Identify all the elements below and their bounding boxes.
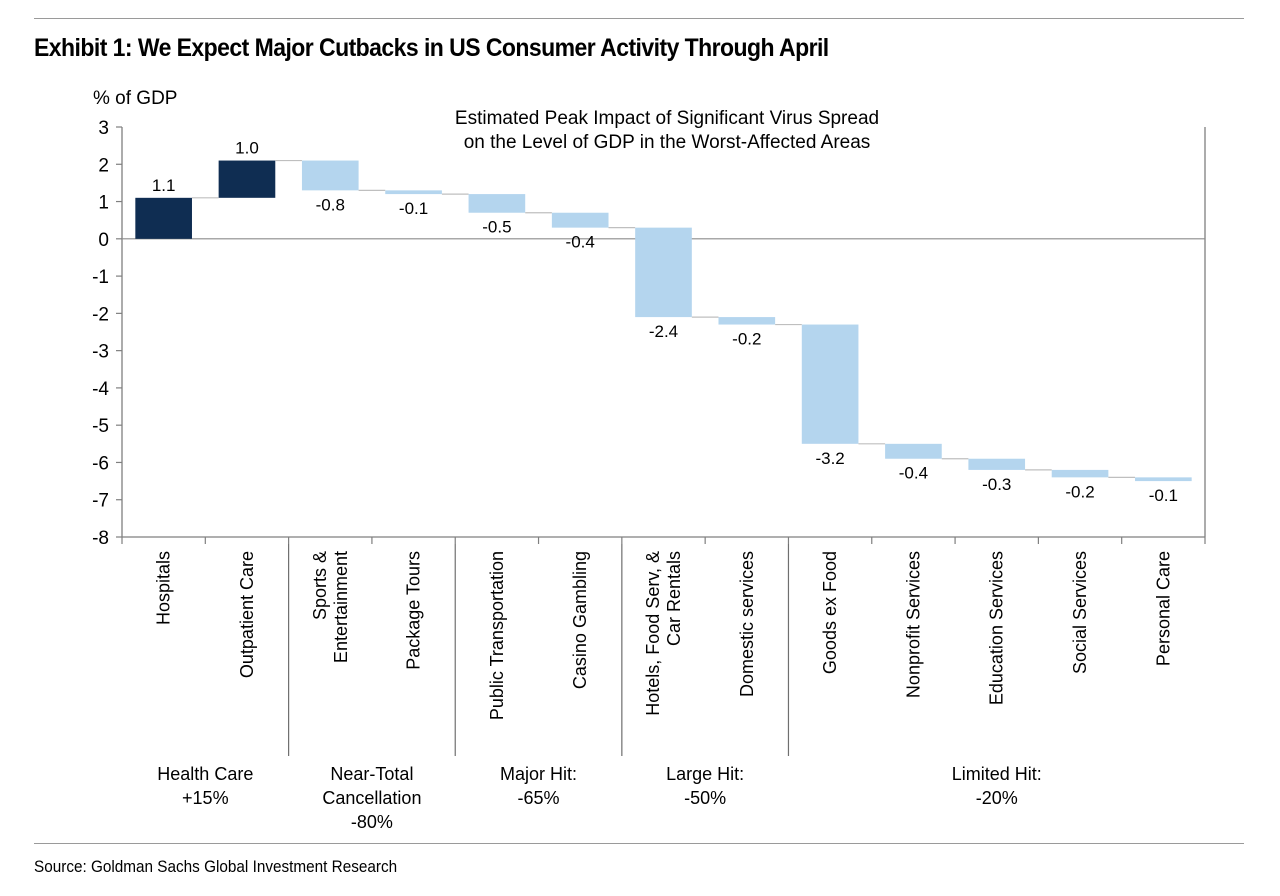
group-label: +15% [182,788,229,808]
bar [1051,469,1109,478]
bar [551,212,609,228]
category-label: Car Rentals [664,551,684,646]
waterfall-chart: % of GDP Estimated Peak Impact of Signif… [92,88,1206,832]
data-label: -0.1 [1149,486,1178,505]
group-label: Major Hit: [500,764,577,784]
data-label: -0.5 [482,218,511,237]
data-label: -0.1 [399,199,428,218]
group-label: -50% [684,788,726,808]
data-label: -3.2 [815,449,844,468]
category-label: Entertainment [331,551,351,663]
bar [968,458,1026,470]
y-tick-label: -7 [92,491,109,512]
y-tick-label: -5 [92,416,109,437]
group-label: -80% [351,812,393,832]
group-label: -20% [976,788,1018,808]
group-label: Large Hit: [666,764,744,784]
data-label: -0.8 [316,195,345,214]
data-label: -0.2 [1065,482,1094,501]
bar [1135,477,1192,482]
bar [885,443,942,459]
category-label: Casino Gambling [570,551,590,689]
bar [218,160,276,198]
y-tick-label: 3 [98,118,109,139]
category-label: Outpatient Care [237,551,257,678]
group-label: -65% [518,788,560,808]
bar [801,324,859,444]
category-label: Hospitals [154,551,174,625]
bar [468,194,526,213]
y-tick-label: -2 [92,304,109,325]
data-label: -0.4 [899,464,928,483]
y-tick-label: -4 [92,379,109,400]
chart-plot-area: 3 2 1 0 -1 -2 -3 -4 -5 -6 -7 -8 1.1 1.0 -0.8 -0.1 -0.5 -0… [92,118,1206,832]
data-label: -0.3 [982,475,1011,494]
category-label: Package Tours [404,551,424,670]
data-label: -0.4 [566,233,595,252]
bar [635,227,692,318]
category-label: Nonprofit Services [903,551,923,698]
bar [135,197,192,239]
data-label: -2.4 [649,322,678,341]
data-label: 1.1 [152,176,176,195]
category-label: Domestic services [737,551,757,697]
bottom-rule [34,843,1244,844]
group-label: Limited Hit: [952,764,1042,784]
y-tick-label: -6 [92,453,109,474]
data-label: 1.0 [235,139,259,158]
chart-title: Estimated Peak Impact of Significant Vir… [455,108,879,129]
y-tick-label: 0 [98,230,109,251]
y-tick-label: -3 [92,342,109,363]
y-tick-label: -8 [92,528,109,549]
chart-subtitle: on the Level of GDP in the Worst-Affecte… [464,132,871,153]
category-label: Sports & [310,551,330,620]
group-label: Cancellation [322,788,421,808]
category-label: Social Services [1070,551,1090,674]
exhibit-title: Exhibit 1: We Expect Major Cutbacks in U… [34,34,829,62]
category-label: Education Services [987,551,1007,705]
data-label: -0.2 [732,330,761,349]
group-label: Near-Total [330,764,413,784]
y-tick-label: 1 [98,193,109,214]
top-rule [34,18,1244,19]
category-label: Public Transportation [487,551,507,720]
source-note: Source: Goldman Sachs Global Investment … [34,857,398,876]
bar [385,190,442,195]
bar [301,160,359,191]
category-label: Goods ex Food [820,551,840,674]
y-tick-label: -1 [92,267,109,288]
group-label: Health Care [157,764,253,784]
y-axis-title: % of GDP [93,88,177,109]
bar [718,317,776,325]
y-tick-label: 2 [98,155,109,176]
category-label: Personal Care [1153,551,1173,666]
category-label: Hotels, Food Serv, & [643,551,663,716]
